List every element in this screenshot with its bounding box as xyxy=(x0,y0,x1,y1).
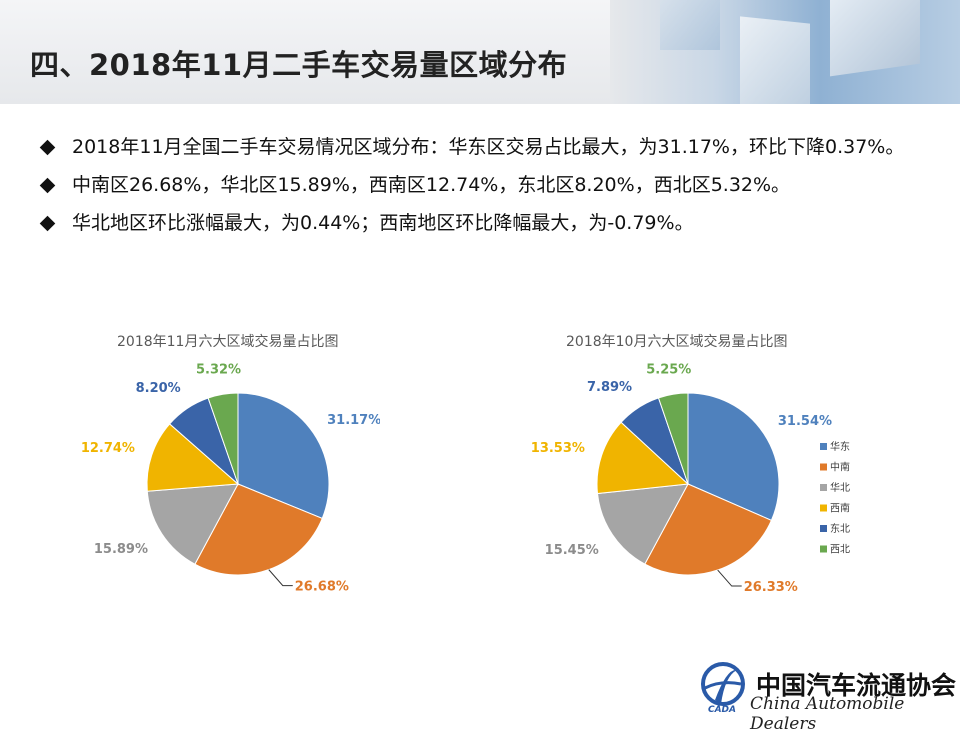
pie-slice-西北 xyxy=(657,392,689,485)
data-label: 15.45% xyxy=(545,543,599,558)
data-label: 31.54% xyxy=(778,414,832,429)
pie-slice-华东 xyxy=(687,392,780,522)
legend-label: 华北 xyxy=(830,481,850,494)
data-label: 31.17% xyxy=(327,413,380,428)
leader-line xyxy=(717,569,742,587)
legend-swatch xyxy=(820,443,827,450)
legend-label: 西南 xyxy=(830,502,850,515)
legend-swatch xyxy=(820,504,827,512)
legend-label: 中南 xyxy=(830,461,850,474)
org-name-en: China Automobile Dealers xyxy=(750,694,905,734)
pie-chart-nov: 31.17% 26.68% 15.89% 12.74% 8.20% 5.32% xyxy=(81,363,380,595)
legend-swatch xyxy=(820,525,827,532)
legend-swatch xyxy=(820,484,827,491)
data-label: 12.74% xyxy=(81,441,135,456)
cada-logo-icon: CADA xyxy=(701,662,745,714)
legend-label: 东北 xyxy=(830,522,850,535)
pie-slice-西南 xyxy=(146,423,240,492)
bullet-item: 中南区26.68%，华北区15.89%，西南区12.74%，东北区8.20%，西… xyxy=(39,168,920,202)
data-label: 5.32% xyxy=(196,363,241,378)
pie-slice-华东 xyxy=(237,392,330,520)
data-label: 13.53% xyxy=(531,441,585,456)
bullet-item: 华北地区环比涨幅最大，为0.44%；西南地区环比降幅最大，为-0.79%。 xyxy=(39,206,920,240)
pie-chart-oct: 31.54% 26.33% 15.45% 13.53% 7.89% 5.25% 华东中南华北… xyxy=(531,363,850,595)
pie-slice-西北 xyxy=(207,392,239,485)
leader-line xyxy=(268,569,293,587)
data-label: 15.89% xyxy=(94,542,148,557)
bullet-list: 2018年11月全国二手车交易情况区域分布：华东区交易占比最大，为31.17%，… xyxy=(39,130,920,244)
pie-slice-华北 xyxy=(146,483,239,565)
bullet-text: 2018年11月全国二手车交易情况区域分布：华东区交易占比最大，为31.17%，… xyxy=(72,136,905,158)
diamond-bullet-icon xyxy=(39,177,56,194)
org-name-cn: 中国汽车流通协会 xyxy=(756,671,957,700)
bullet-item: 2018年11月全国二手车交易情况区域分布：华东区交易占比最大，为31.17%，… xyxy=(39,130,920,164)
bullet-text: 中南区26.68%，华北区15.89%，西南区12.74%，东北区8.20%，西… xyxy=(72,174,791,196)
data-label: 26.68% xyxy=(295,580,349,595)
chart-title-nov: 2018年11月六大区域交易量占比图 xyxy=(117,334,339,350)
data-label: 8.20% xyxy=(136,381,181,396)
pie-slice-中南 xyxy=(644,483,773,576)
data-label: 26.33% xyxy=(744,580,798,595)
header-decoration xyxy=(610,0,960,104)
legend-swatch xyxy=(820,463,827,471)
legend-swatch xyxy=(820,545,827,553)
diamond-bullet-icon xyxy=(39,139,56,156)
data-label: 5.25% xyxy=(646,363,691,378)
legend-label: 华东 xyxy=(830,440,850,453)
chart-title-oct: 2018年10月六大区域交易量占比图 xyxy=(566,334,788,350)
page-title: 四、2018年11月二手车交易量区域分布 xyxy=(30,48,568,82)
pie-slice-华北 xyxy=(596,483,689,565)
pie-slice-西南 xyxy=(596,421,690,495)
logo-lettering: CADA xyxy=(708,705,736,714)
data-label: 7.89% xyxy=(587,380,632,395)
header-banner: 四、2018年11月二手车交易量区域分布 xyxy=(0,0,960,104)
bullet-text: 华北地区环比涨幅最大，为0.44%；西南地区环比降幅最大，为-0.79%。 xyxy=(72,212,694,234)
legend-label: 西北 xyxy=(830,544,850,556)
diamond-bullet-icon xyxy=(39,215,56,232)
